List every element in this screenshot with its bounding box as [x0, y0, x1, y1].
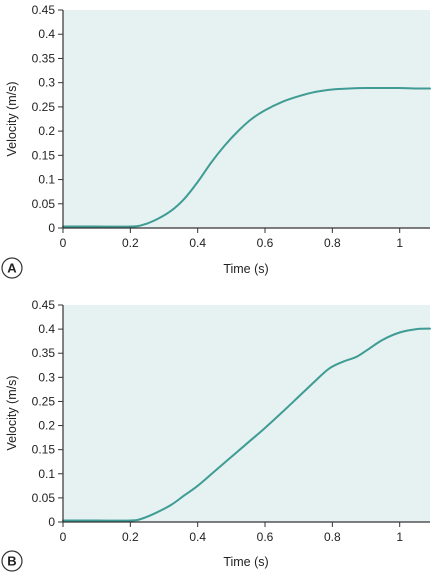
x-tick-label: 0.6: [257, 530, 274, 544]
plot-background: [63, 10, 430, 228]
x-tick-label: 0.8: [324, 236, 341, 250]
y-axis-ticks: 0 0.05 0.1 0.15 0.2 0.25 0.3 0.35 0.4 0.45: [32, 3, 63, 235]
y-tick-label: 0.35: [32, 51, 56, 65]
panel-letter: A: [7, 261, 17, 276]
y-tick-label: 0.4: [38, 27, 55, 41]
y-tick-label: 0.05: [32, 491, 56, 505]
y-tick-label: 0.45: [32, 3, 56, 17]
x-tick-label: 1: [396, 530, 403, 544]
y-tick-label: 0.05: [32, 197, 56, 211]
x-tick-label: 1: [396, 236, 403, 250]
y-tick-label: 0.2: [38, 124, 55, 138]
y-tick-label: 0.15: [32, 148, 56, 162]
y-tick-label: 0.1: [38, 173, 55, 187]
chart-panel-b: 0 0.05 0.1 0.15 0.2 0.25 0.3 0.35 0.4 0.45 0 0.2 0.…: [1, 298, 431, 572]
y-tick-label: 0: [48, 515, 55, 529]
panel-label-a: A: [1, 257, 23, 279]
y-tick-label: 0.3: [38, 76, 55, 90]
x-tick-label: 0.6: [257, 236, 274, 250]
y-tick-label: 0.15: [32, 443, 56, 457]
y-tick-label: 0.3: [38, 370, 55, 384]
x-tick-label: 0.4: [189, 530, 206, 544]
x-axis-ticks: 0 0.2 0.4 0.6 0.8 1: [60, 522, 403, 544]
y-tick-label: 0.2: [38, 419, 55, 433]
x-axis-ticks: 0 0.2 0.4 0.6 0.8 1: [60, 228, 403, 250]
y-axis-title: Velocity (m/s): [5, 375, 19, 450]
y-tick-label: 0.1: [38, 467, 55, 481]
y-tick-label: 0.35: [32, 346, 56, 360]
x-axis-title: Time (s): [223, 555, 268, 569]
chart-panel-a: 0 0.05 0.1 0.15 0.2 0.25 0.3 0.35 0.4 0.45 0 0.2 0.…: [1, 3, 431, 279]
y-tick-label: 0.25: [32, 100, 56, 114]
y-axis-ticks: 0 0.05 0.1 0.15 0.2 0.25 0.3 0.35 0.4 0.45: [32, 298, 63, 529]
y-tick-label: 0.4: [38, 322, 55, 336]
x-tick-label: 0: [60, 236, 67, 250]
panel-letter: B: [7, 554, 16, 569]
velocity-curve: [62, 86, 431, 228]
y-tick-label: 0.45: [32, 298, 56, 312]
panel-label-b: B: [1, 550, 23, 572]
x-tick-label: 0.8: [324, 530, 341, 544]
x-tick-label: 0.2: [122, 236, 139, 250]
x-tick-label: 0.4: [189, 236, 206, 250]
plot-background: [63, 305, 430, 522]
x-axis-title: Time (s): [223, 262, 268, 276]
x-tick-label: 0.2: [122, 530, 139, 544]
x-tick-label: 0: [60, 530, 67, 544]
y-axis-title: Velocity (m/s): [5, 81, 19, 156]
y-tick-label: 0: [48, 221, 55, 235]
velocity-curve: [62, 327, 431, 522]
y-tick-label: 0.25: [32, 394, 56, 408]
